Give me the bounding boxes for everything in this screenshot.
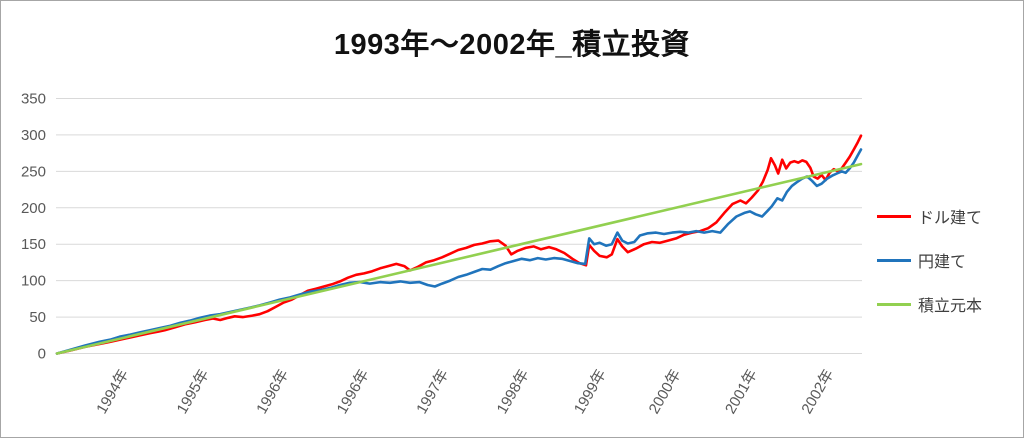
legend-label-principal: 積立元本 — [918, 298, 983, 315]
y-axis-tick-label: 350 — [21, 91, 46, 108]
y-axis-tick-label: 250 — [21, 163, 46, 180]
x-axis-tick-label: 1998年 — [494, 367, 533, 417]
y-axis-tick-label: 150 — [21, 236, 46, 253]
y-axis-tick-label: 100 — [21, 273, 46, 290]
y-axis-tick-label: 300 — [21, 127, 46, 144]
legend-swatch-green-line-icon — [877, 302, 911, 306]
chart-title: 1993年〜2002年_積立投資 — [333, 29, 691, 61]
x-axis-tick-label: 1994年 — [93, 367, 132, 417]
y-axis-tick-label: 200 — [21, 200, 46, 217]
x-axis-tick-label: 1996年 — [253, 367, 292, 417]
y-axis-tick-label: 50 — [29, 309, 46, 326]
x-axis-tick-label: 2002年 — [798, 367, 837, 417]
legend-swatch-red-line-icon — [877, 214, 911, 218]
legend-item-principal: 積立元本 — [877, 295, 983, 315]
series-line-dollar — [55, 134, 863, 355]
legend-label-yen: 円建て — [918, 254, 967, 271]
legend: ドル建て 円建て 積立元本 — [877, 207, 983, 315]
legend-item-dollar: ドル建て — [877, 207, 983, 227]
series-line-yen — [55, 148, 863, 355]
y-axis-tick-label: 0 — [38, 346, 46, 363]
x-axis-tick-label: 1999年 — [571, 367, 610, 417]
series-line-principal — [55, 162, 863, 355]
x-axis-tick-label: 2000年 — [646, 367, 685, 417]
x-axis-tick-label: 1995年 — [174, 367, 213, 417]
legend-label-dollar: ドル建て — [918, 210, 983, 227]
legend-item-yen: 円建て — [877, 251, 982, 271]
x-axis-tick-label: 1996年 — [334, 367, 373, 417]
legend-swatch-blue-line-icon — [877, 258, 911, 262]
x-axis-tick-label: 1997年 — [413, 367, 452, 417]
x-axis-tick-label: 2001年 — [722, 367, 761, 417]
